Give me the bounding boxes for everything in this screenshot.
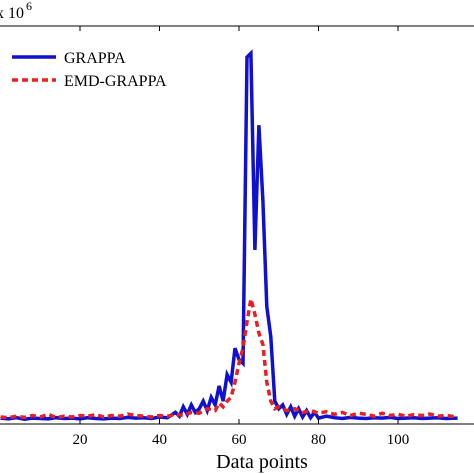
x-ticks: 20 40 60 80 100: [73, 26, 410, 448]
y-multiplier-exponent: 6: [26, 0, 32, 13]
x-tick-label-40: 40: [152, 432, 167, 448]
x-tick-label-80: 80: [311, 432, 326, 448]
x-axis-title: Data points: [216, 451, 308, 473]
y-multiplier-text: x 10: [0, 5, 24, 22]
plot-area: 20 40 60 80 100: [0, 25, 474, 448]
legend: GRAPPA EMD-GRAPPA: [12, 50, 167, 90]
x-tick-label-60: 60: [232, 432, 247, 448]
legend-label-emd-grappa: EMD-GRAPPA: [64, 73, 167, 90]
series-line-grappa: [0, 49, 458, 421]
x-tick-label-100: 100: [387, 432, 410, 448]
series-layer: [0, 49, 458, 421]
series-line-emd-grappa: [0, 298, 458, 420]
x-tick-label-20: 20: [73, 432, 88, 448]
legend-label-grappa: GRAPPA: [64, 50, 126, 67]
